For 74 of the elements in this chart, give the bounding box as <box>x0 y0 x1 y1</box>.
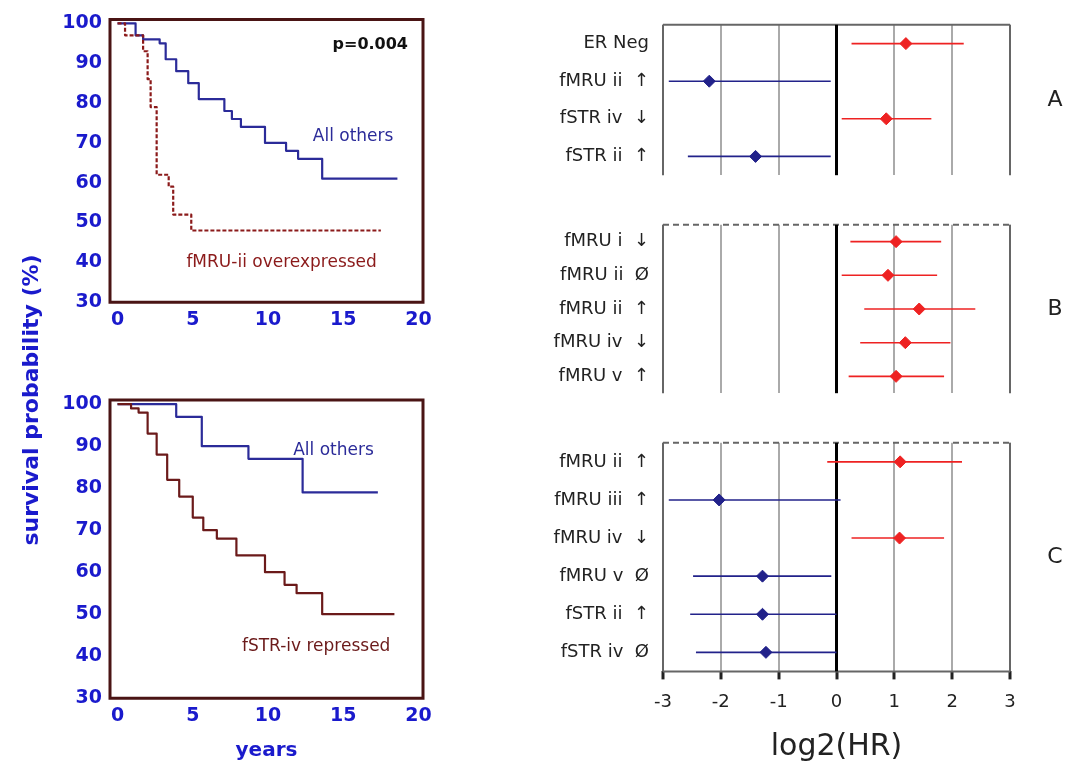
y-tick-label: fMRU iv ↓ <box>553 330 649 352</box>
x-tick-label: 20 <box>405 702 432 725</box>
y-tick-label: 60 <box>75 169 102 192</box>
y-tick-label: fMRU v Ø <box>559 563 649 585</box>
y-tick-label: 60 <box>75 559 102 582</box>
y-tick-label: 100 <box>62 391 102 414</box>
x-tick-label: 10 <box>254 306 282 329</box>
y-tick-label: 30 <box>75 685 102 708</box>
y-tick-label: 70 <box>75 129 102 152</box>
y-tick-label: 40 <box>75 249 102 272</box>
y-tick-label: 90 <box>75 433 102 456</box>
y-tick-label: 50 <box>75 601 102 624</box>
point <box>899 37 913 51</box>
point <box>759 645 773 659</box>
x-tick-label: -2 <box>711 689 730 711</box>
y-tick-label: fMRU ii ↑ <box>559 449 649 471</box>
x-tick-label: 5 <box>186 702 200 725</box>
x-tick-label: 10 <box>254 702 282 725</box>
y-tick-label: ER Neg <box>583 31 649 53</box>
x-axis-title: log2(HR) <box>770 726 903 762</box>
point <box>893 455 907 469</box>
y-tick-label: 100 <box>62 10 102 33</box>
x-tick-label: 0 <box>110 702 125 725</box>
y-tick-label: fMRU v ↑ <box>558 364 649 386</box>
y-tick-label: 90 <box>75 50 102 73</box>
x-tick-label: 1 <box>888 689 901 711</box>
point <box>755 607 769 621</box>
series-label: fMRU-ii overexpressed <box>186 250 377 271</box>
x-tick-label: 3 <box>1004 689 1016 711</box>
y-tick-label: fSTR iv Ø <box>560 640 649 662</box>
text: B <box>1047 294 1063 320</box>
y-tick-label: fMRU ii ↑ <box>559 296 649 318</box>
point <box>749 149 763 163</box>
x-tick-label: 20 <box>405 306 432 329</box>
series-label: fSTR-iv repressed <box>241 634 391 655</box>
y-tick-label: 40 <box>75 643 102 666</box>
x-tick-label: 0 <box>830 689 843 711</box>
y-tick-label: fMRU ii Ø <box>560 262 649 284</box>
text: A <box>1047 85 1063 111</box>
point <box>702 74 716 88</box>
y-tick-label: fMRU iv ↓ <box>553 525 649 547</box>
point <box>889 235 903 249</box>
y-tick-label: fSTR iv ↓ <box>559 106 649 128</box>
y-tick-label: fMRU iii ↑ <box>554 487 649 509</box>
y-tick-label: 30 <box>75 289 102 312</box>
x-tick-label: 2 <box>946 689 958 711</box>
y-tick-label: 80 <box>75 89 102 112</box>
point <box>712 493 726 507</box>
point <box>893 531 907 545</box>
x-tick-label: -3 <box>654 689 672 711</box>
point <box>912 302 926 316</box>
y-axis-title: survival probability (%) <box>17 254 43 546</box>
point <box>889 369 903 383</box>
y-tick-label: 50 <box>75 209 102 232</box>
x-tick-label: 5 <box>186 306 200 329</box>
x-tick-label: -1 <box>769 689 788 711</box>
x-tick-label: 15 <box>330 702 357 725</box>
y-tick-label: fSTR ii ↑ <box>565 144 649 166</box>
y-tick-label: fMRU ii ↑ <box>559 68 649 90</box>
text: C <box>1047 542 1063 568</box>
series-label: All others <box>312 125 394 146</box>
y-tick-label: fSTR ii ↑ <box>565 601 649 623</box>
x-axis-title: years <box>235 737 298 762</box>
y-tick-label: 80 <box>75 475 102 498</box>
x-tick-label: 0 <box>110 306 125 329</box>
y-tick-label: 70 <box>75 517 102 540</box>
y-tick-label: fMRU i ↓ <box>564 229 649 251</box>
x-tick-label: 15 <box>330 306 357 329</box>
point <box>755 569 769 583</box>
point <box>898 336 912 350</box>
point <box>881 268 895 282</box>
point <box>879 112 893 126</box>
series-label: All others <box>293 438 374 459</box>
annotation: p=0.004 <box>332 33 408 53</box>
